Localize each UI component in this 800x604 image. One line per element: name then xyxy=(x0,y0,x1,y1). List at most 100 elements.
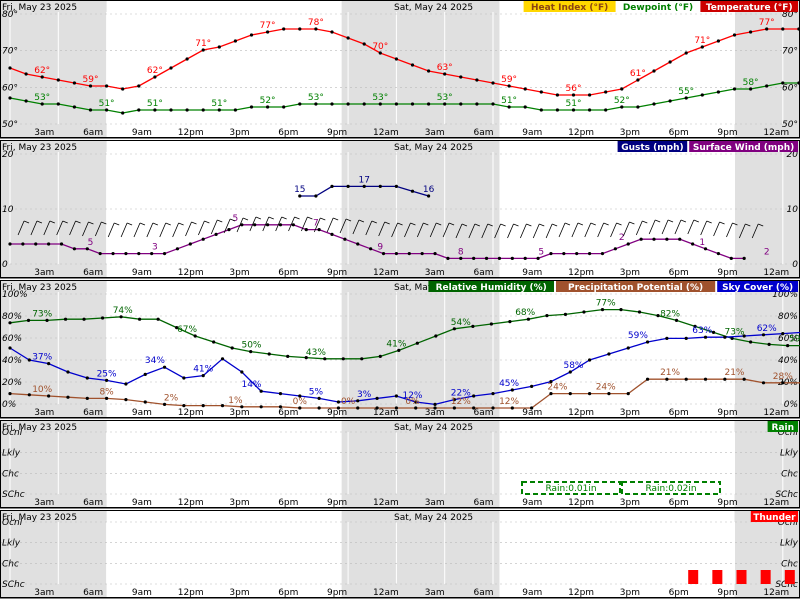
temperature-point xyxy=(685,51,688,54)
dewpoint-point xyxy=(169,108,172,111)
temperature-point xyxy=(57,78,60,81)
sky-cover-point xyxy=(375,397,378,400)
temperature-point xyxy=(73,81,76,84)
x-tick-label: 6am xyxy=(83,498,103,508)
temperature-point xyxy=(218,45,221,48)
sky-cover-point xyxy=(665,337,668,340)
sky-cover-point xyxy=(627,346,630,349)
legend-label: Dewpoint (°F) xyxy=(623,3,693,13)
y-tick-label-right: 80% xyxy=(778,312,798,322)
surface-wind-point xyxy=(665,238,668,241)
relative-humidity-data-label: 67% xyxy=(177,325,197,335)
precip-potential-data-label: 0% xyxy=(405,397,420,407)
y-tick-label: SChc xyxy=(2,580,25,590)
dewpoint-point xyxy=(25,99,28,102)
dewpoint-data-label: 53° xyxy=(437,93,453,103)
surface-wind-point xyxy=(356,242,359,245)
sky-cover-data-label: 63% xyxy=(692,326,712,336)
relative-humidity-point xyxy=(212,340,215,343)
x-tick-label: 12pm xyxy=(568,128,594,138)
sky-cover-point xyxy=(433,403,436,406)
relative-humidity-point xyxy=(82,318,85,321)
relative-humidity-point xyxy=(101,316,104,319)
relative-humidity-point xyxy=(27,319,30,322)
x-tick-label: 6am xyxy=(473,128,493,138)
gusts-point xyxy=(347,185,350,188)
gusts-data-label: 15 xyxy=(294,185,305,195)
temperature-point xyxy=(733,33,736,36)
relative-humidity-point xyxy=(508,320,511,323)
x-tick-label: 3am xyxy=(34,408,54,418)
precip-potential-point xyxy=(356,406,359,409)
dewpoint-data-label: 53° xyxy=(34,93,50,103)
y-tick-label-right: Chc xyxy=(781,559,798,569)
sky-cover-point xyxy=(588,358,591,361)
surface-wind-point xyxy=(485,257,488,260)
surface-wind-point xyxy=(227,228,230,231)
dewpoint-data-label: 58° xyxy=(743,78,759,88)
relative-humidity-point xyxy=(768,343,771,346)
x-tick-label: 12am xyxy=(763,498,789,508)
legend-label: Rain xyxy=(772,423,795,433)
precip-potential-data-label: 21% xyxy=(660,368,680,378)
surface-wind-point xyxy=(446,257,449,260)
dewpoint-data-label: 51° xyxy=(147,99,163,109)
dewpoint-data-label: 51° xyxy=(501,96,517,106)
surface-wind-point xyxy=(678,238,681,241)
surface-wind-point xyxy=(176,247,179,250)
sky-cover-point xyxy=(86,376,89,379)
relative-humidity-point xyxy=(286,355,289,358)
date-label-day1: Fri, May 23 2025 xyxy=(2,423,77,433)
relative-humidity-data-label: 59% xyxy=(789,335,800,345)
surface-wind-point xyxy=(47,242,50,245)
precip-potential-point xyxy=(395,406,398,409)
y-tick-label-right: 10 xyxy=(787,205,799,215)
relative-humidity-point xyxy=(545,314,548,317)
x-tick-label: 3pm xyxy=(620,408,640,418)
y-tick-label: 60% xyxy=(2,334,22,344)
surface-wind-point xyxy=(253,223,256,226)
temperature-point xyxy=(121,87,124,90)
y-tick-label-right: Chc xyxy=(781,469,798,479)
dewpoint-point xyxy=(411,102,414,105)
temperature-data-label: 70° xyxy=(372,42,388,52)
x-tick-label: 6pm xyxy=(669,268,689,278)
relative-humidity-point xyxy=(749,340,752,343)
date-label-day2: Sat, May 24 2025 xyxy=(394,513,473,523)
date-label-day2: Sat, May 24 2025 xyxy=(394,3,473,13)
sky-cover-point xyxy=(337,400,340,403)
surface-wind-point xyxy=(575,252,578,255)
temperature-point xyxy=(137,84,140,87)
x-tick-label: 6am xyxy=(83,408,103,418)
sky-cover-point xyxy=(66,370,69,373)
relative-humidity-point xyxy=(138,318,141,321)
precip-potential-point xyxy=(433,406,436,409)
sky-cover-point xyxy=(182,376,185,379)
surface-wind-point xyxy=(369,247,372,250)
night-shading xyxy=(342,0,500,138)
temperature-point xyxy=(556,93,559,96)
dewpoint-point xyxy=(250,105,253,108)
x-tick-label: 3am xyxy=(34,268,54,278)
temperature-data-label: 61° xyxy=(630,69,646,79)
x-tick-label: 12am xyxy=(763,588,789,598)
sky-cover-point xyxy=(530,385,533,388)
night-shading xyxy=(0,280,107,418)
surface-wind-data-label: 5 xyxy=(233,214,239,224)
x-tick-label: 9am xyxy=(132,588,152,598)
surface-wind-point xyxy=(743,257,746,260)
x-tick-label: 6am xyxy=(83,128,103,138)
x-tick-label: 12pm xyxy=(178,498,204,508)
surface-wind-point xyxy=(691,242,694,245)
x-tick-label: 6am xyxy=(83,588,103,598)
surface-wind-point xyxy=(730,257,733,260)
temperature-point xyxy=(298,27,301,30)
precip-potential-point xyxy=(182,404,185,407)
x-tick-label: 3am xyxy=(425,498,445,508)
relative-humidity-point xyxy=(342,357,345,360)
sky-cover-data-label: 45% xyxy=(499,379,519,389)
gusts-point xyxy=(395,185,398,188)
surface-wind-data-label: 5 xyxy=(88,238,94,248)
y-tick-label-right: 0 xyxy=(792,260,798,270)
